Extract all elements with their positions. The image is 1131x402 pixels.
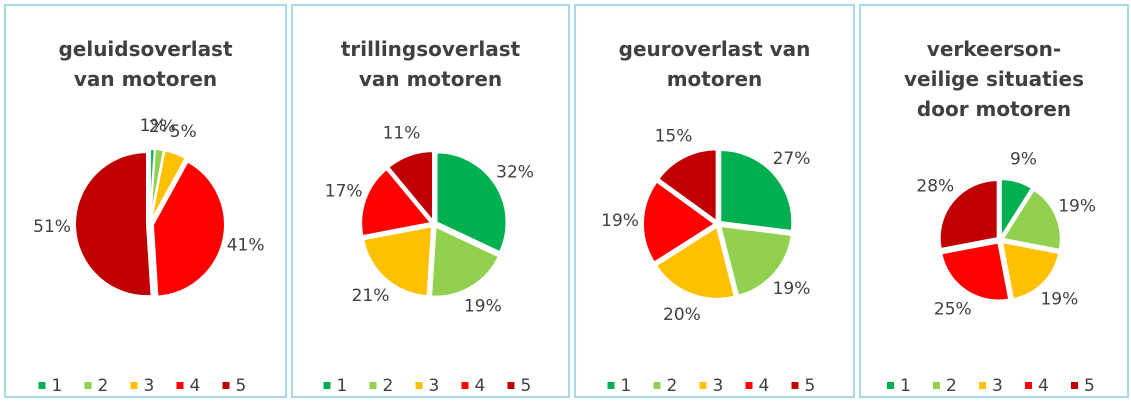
- legend-swatch: [176, 382, 184, 389]
- pie-slice: [151, 160, 226, 298]
- pie-slice: [938, 179, 999, 251]
- pie-slice: [1000, 240, 1061, 301]
- legend-label: 3: [713, 376, 724, 396]
- pie-slice: [386, 150, 434, 224]
- chart-title: trillingsoverlast van motoren: [340, 37, 521, 91]
- legend-label: 4: [759, 376, 770, 396]
- data-label: 19%: [1058, 197, 1096, 217]
- chart-panel: 32% 19% 21% 17% 11% 1 2 3 4 5 trillingsoverlast va…: [291, 4, 570, 398]
- legend-label: 1: [337, 376, 348, 396]
- legend-label: 3: [429, 376, 440, 396]
- chart: 1%2%5% 41% 51% 1 2 3 4 5: [33, 116, 265, 396]
- pie-slice: [654, 225, 737, 300]
- legend-swatch: [933, 382, 940, 389]
- data-label: 41%: [227, 235, 265, 255]
- legend-swatch: [607, 382, 615, 389]
- chart: 27% 19% 20% 19% 15% 1 2 3 4 5: [601, 127, 816, 396]
- chart-panel: 27% 19% 20% 19% 15% 1 2 3 4 5 geuroverlast van mot…: [574, 4, 855, 398]
- data-label: 27%: [773, 149, 811, 169]
- chart-title: geuroverlast van motoren: [618, 37, 811, 91]
- data-label: 11%: [383, 124, 421, 144]
- legend-swatch: [1071, 382, 1078, 389]
- data-label: 19%: [773, 279, 811, 299]
- legend-swatch: [1025, 382, 1032, 389]
- chart-title: geluidsoverlast van motoren: [58, 37, 233, 91]
- legend-swatch: [222, 382, 230, 389]
- legend-swatch: [130, 382, 138, 389]
- chart-title: verkeerson-veilige situaties door motore…: [904, 37, 1084, 121]
- data-label: 19%: [601, 211, 639, 231]
- legend-swatch: [887, 382, 894, 389]
- data-label: 15%: [655, 127, 693, 147]
- pie-slice: [150, 149, 188, 222]
- legend-swatch: [979, 382, 986, 389]
- legend-label: 5: [521, 376, 532, 396]
- legend-label: 2: [383, 376, 394, 396]
- pie-slice: [430, 225, 501, 298]
- data-label: 51%: [33, 217, 71, 237]
- legend-label: 4: [190, 376, 201, 396]
- legend-label: 2: [667, 376, 678, 396]
- legend-label: 2: [946, 376, 957, 396]
- data-label: 2%: [149, 117, 176, 137]
- legend-label: 3: [992, 376, 1003, 396]
- legend-swatch: [369, 382, 377, 389]
- pie-slice: [999, 178, 1034, 241]
- chart: 9% 19% 19% 25% 28% 1 2 3 4 5: [887, 149, 1096, 396]
- legend-label: 1: [621, 376, 632, 396]
- legend-label: 5: [805, 376, 816, 396]
- legend-label: 2: [98, 376, 109, 396]
- pie-slice: [719, 149, 794, 233]
- legend-swatch: [415, 382, 423, 389]
- pie-slice: [74, 151, 153, 298]
- data-label: 19%: [1040, 289, 1078, 309]
- data-label: 25%: [934, 299, 972, 319]
- pie-slice: [360, 167, 434, 238]
- legend-label: 4: [475, 376, 486, 396]
- data-label: 9%: [1010, 149, 1037, 169]
- legend-swatch: [38, 382, 46, 389]
- pie-slice: [718, 224, 793, 297]
- data-label: 21%: [352, 286, 390, 306]
- data-label: 17%: [325, 181, 363, 201]
- legend-label: 1: [52, 376, 63, 396]
- legend-label: 1: [900, 376, 911, 396]
- data-label: 28%: [916, 176, 954, 196]
- data-label: 19%: [464, 297, 502, 317]
- data-label: 20%: [663, 305, 701, 325]
- legend-swatch: [745, 382, 753, 389]
- legend-swatch: [461, 382, 469, 389]
- chart: 32% 19% 21% 17% 11% 1 2 3 4 5: [323, 124, 534, 396]
- pie-slice: [1001, 188, 1062, 251]
- data-label: 5%: [170, 122, 197, 142]
- legend-label: 4: [1038, 376, 1049, 396]
- data-label: 32%: [496, 163, 534, 183]
- legend-label: 5: [236, 376, 247, 396]
- chart-panel: 1% 2% 5% 41% 51% 1 2 3 4 5 geluidsoverlast van mot…: [4, 4, 287, 398]
- pie-slice: [656, 148, 718, 224]
- legend-swatch: [84, 382, 92, 389]
- chart-panel: 9% 19% 19% 25% 28% 1 2 3 4 5 verkeerson-veilige si…: [859, 4, 1129, 398]
- legend-label: 5: [1084, 376, 1095, 396]
- legend-swatch: [699, 382, 707, 389]
- data-label: 1%: [140, 116, 167, 136]
- pie-slice: [940, 241, 1011, 302]
- legend-swatch: [507, 382, 515, 389]
- legend-swatch: [653, 382, 661, 389]
- legend-swatch: [791, 382, 799, 389]
- pie-slice: [642, 180, 717, 264]
- legend-swatch: [323, 382, 331, 389]
- pie-slice: [435, 151, 508, 254]
- pie-slice: [362, 225, 434, 298]
- legend-label: 3: [144, 376, 155, 396]
